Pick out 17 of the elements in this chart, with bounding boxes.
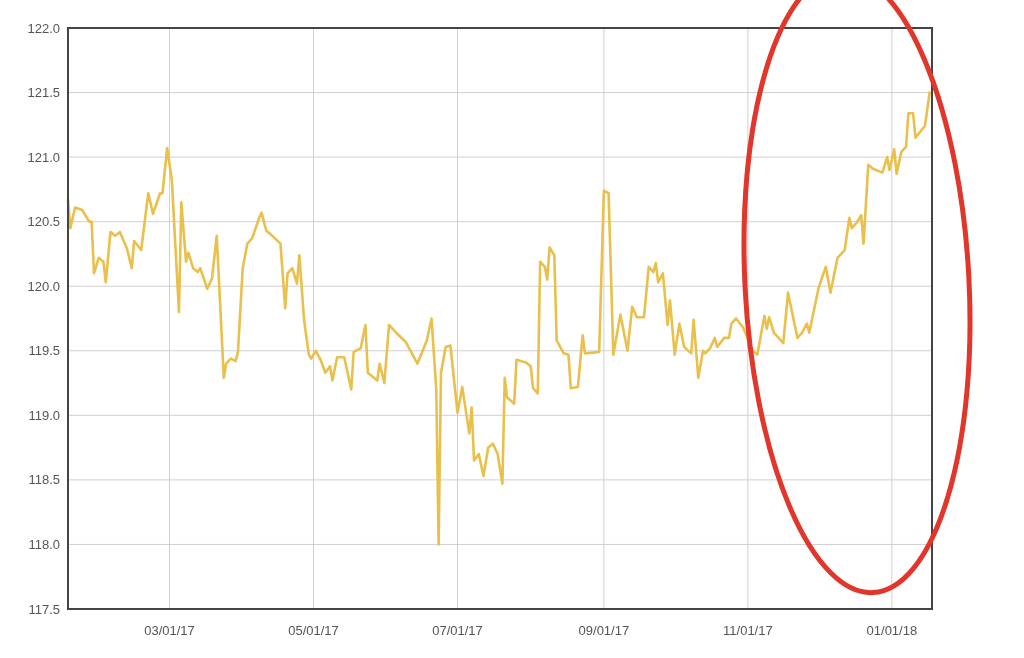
y-tick-label: 120.5 (27, 214, 60, 230)
y-tick-label: 118.5 (28, 472, 60, 488)
y-tick-label: 119.5 (28, 343, 60, 359)
y-tick-label: 122.0 (27, 20, 60, 36)
x-tick-label: 05/01/17 (288, 623, 339, 638)
y-tick-label: 118.0 (28, 536, 60, 552)
x-tick-label: 03/01/17 (144, 623, 195, 638)
y-tick-label: 121.5 (27, 85, 60, 101)
x-tick-label: 07/01/17 (432, 623, 483, 638)
y-tick-label: 121.0 (27, 149, 60, 165)
y-tick-label: 120.0 (27, 278, 60, 294)
line-series (66, 91, 931, 546)
x-tick-label: 09/01/17 (578, 623, 630, 638)
y-tick-label: 117.5 (28, 601, 60, 617)
x-tick-label: 01/01/18 (866, 623, 918, 638)
y-tick-label: 119.0 (28, 407, 60, 423)
x-tick-label: 11/01/17 (723, 623, 773, 638)
